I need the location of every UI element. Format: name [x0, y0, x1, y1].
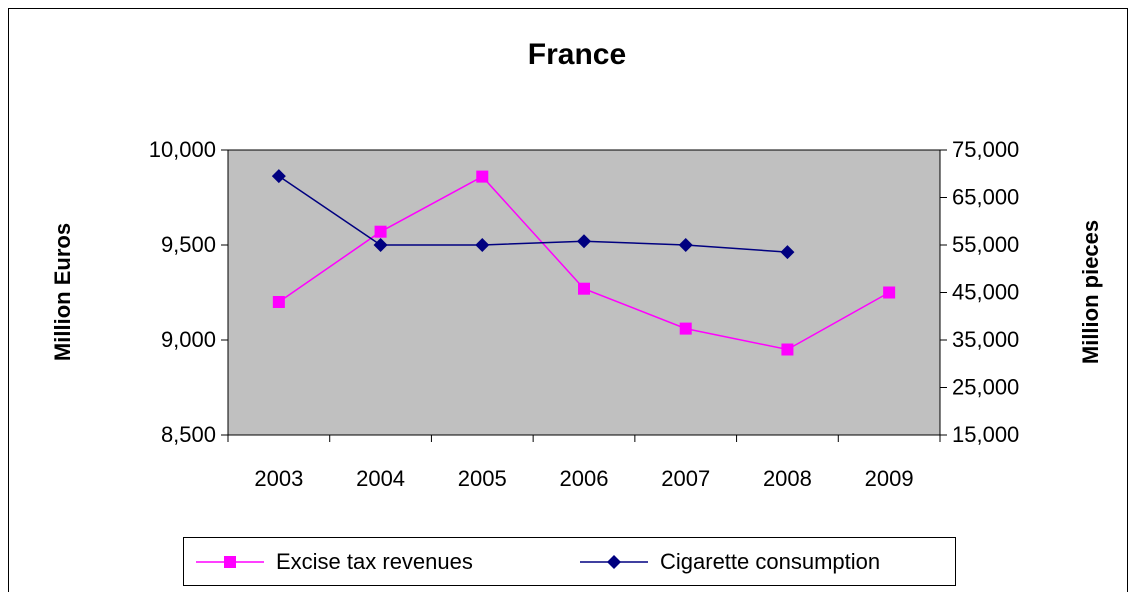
data-point [678, 238, 693, 252]
y2-tick-label: 45,000 [952, 279, 1019, 304]
y2-axis-title: Million pieces [1078, 220, 1103, 364]
legend-marker [224, 556, 236, 568]
x-tick-label: 2007 [661, 466, 710, 491]
y2-tick-label: 35,000 [952, 327, 1019, 352]
series-line [278, 175, 788, 253]
legend-label: Excise tax revenues [276, 549, 473, 574]
y-tick-label: 10,000 [149, 137, 216, 162]
y-tick-label: 9,000 [161, 327, 216, 352]
x-tick-label: 2003 [254, 466, 303, 491]
y2-tick-label: 25,000 [952, 374, 1019, 399]
data-point [780, 245, 795, 260]
data-point [883, 286, 896, 299]
legend-box [183, 537, 956, 586]
data-point [679, 322, 692, 335]
y2-tick-label: 75,000 [952, 137, 1019, 162]
data-point [578, 282, 590, 295]
data-point [374, 225, 387, 238]
data-point [781, 343, 794, 356]
x-tick-label: 2008 [763, 466, 812, 491]
chart-title: France [528, 38, 626, 71]
x-tick-label: 2005 [458, 466, 507, 491]
y-axis-title: Million Euros [50, 223, 75, 361]
legend-marker [607, 555, 621, 569]
y2-tick-label: 15,000 [952, 422, 1019, 447]
y2-tick-label: 55,000 [952, 232, 1019, 257]
y-tick-label: 8,500 [161, 422, 216, 447]
data-point [272, 296, 285, 308]
x-tick-label: 2009 [865, 466, 914, 491]
x-tick-label: 2004 [356, 466, 405, 491]
legend-label: Cigarette consumption [660, 549, 880, 574]
y-tick-label: 9,500 [161, 232, 216, 257]
data-point [271, 169, 286, 184]
data-point [577, 234, 591, 249]
data-point [373, 238, 388, 252]
y2-tick-label: 65,000 [952, 184, 1019, 209]
data-point [475, 238, 490, 252]
data-point [476, 170, 489, 183]
x-tick-label: 2006 [560, 466, 609, 491]
